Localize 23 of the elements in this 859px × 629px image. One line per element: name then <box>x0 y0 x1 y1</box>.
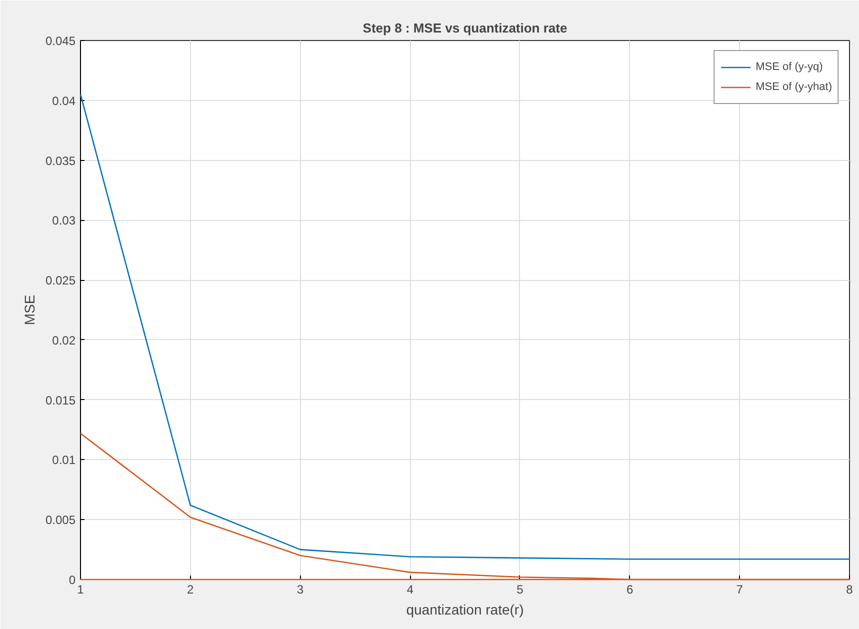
x-tick-label: 3 <box>296 582 304 596</box>
x-tick-label: 4 <box>406 582 414 596</box>
legend-label: MSE of (y-yq) <box>756 61 823 73</box>
y-tick-label: 0 <box>68 573 76 587</box>
y-tick-label: 0.01 <box>52 453 76 468</box>
x-tick-label: 2 <box>187 582 194 596</box>
y-tick-label: 0.03 <box>52 214 76 228</box>
y-axis-title: MSE <box>21 294 38 326</box>
x-tick-label: 7 <box>736 582 744 596</box>
y-tick-label: 0.04 <box>52 94 76 108</box>
y-tick-label: 0.005 <box>45 513 76 528</box>
x-tick-label: 5 <box>516 582 524 596</box>
y-tick-label: 0.02 <box>52 333 76 348</box>
x-tick-label: 1 <box>77 582 84 596</box>
y-tick-label: 0.035 <box>45 154 76 168</box>
y-tick-label: 0.025 <box>45 274 76 288</box>
y-tick-label: 0.015 <box>45 393 76 408</box>
x-tick-label: 8 <box>846 582 854 596</box>
x-tick-label: 6 <box>626 582 634 596</box>
legend-label: MSE of (y-yhat) <box>756 81 832 93</box>
y-tick-label: 0.045 <box>45 34 76 48</box>
chart-title: Step 8 : MSE vs quantization rate <box>362 20 568 36</box>
x-axis-title: quantization rate(r) <box>406 602 524 618</box>
